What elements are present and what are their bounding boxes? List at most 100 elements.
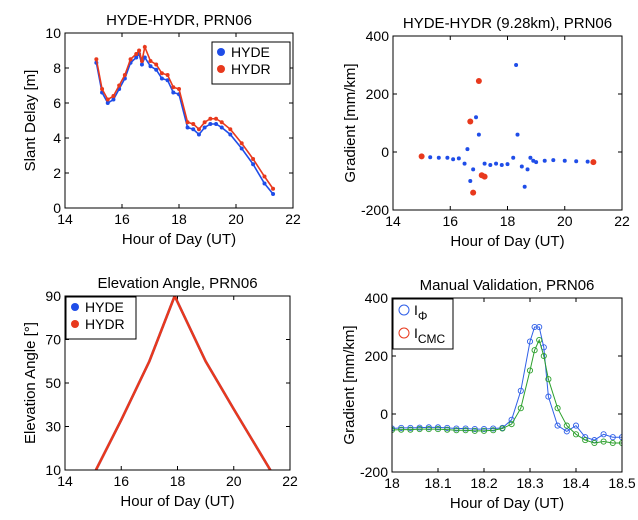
data-point (456, 156, 461, 161)
x-tick-label: 18 (500, 213, 516, 229)
legend-box (392, 298, 454, 350)
data-marker (407, 426, 414, 433)
data-point (474, 115, 479, 120)
x-tick-label: 18 (171, 211, 187, 227)
axes-frame (64, 295, 291, 471)
legend-label: HYDE (231, 44, 270, 60)
data-point (534, 160, 539, 165)
plot-area (418, 63, 597, 196)
data-marker (582, 437, 589, 444)
x-axis-label: Hour of Day (UT) (450, 495, 564, 512)
x-tick-label: 18.4 (562, 475, 589, 491)
x-tick-label: 14 (57, 473, 73, 489)
data-marker (591, 439, 598, 447)
data-marker (545, 393, 552, 400)
data-point (482, 161, 487, 166)
data-marker (392, 426, 396, 433)
x-tick-label: 22 (285, 211, 301, 227)
data-point (445, 155, 450, 160)
x-tick-label: 20 (228, 211, 244, 227)
y-axis-label: Elevation Angle [°] (22, 322, 39, 444)
data-point (528, 155, 533, 160)
data-marker (480, 426, 488, 433)
y-tick-label: 10 (45, 462, 61, 478)
data-point (488, 163, 493, 168)
data-marker (453, 427, 460, 434)
data-marker (609, 439, 616, 447)
legend-box (211, 41, 291, 85)
y-tick-label: 50 (45, 375, 61, 391)
x-tick-label: 14 (57, 211, 73, 227)
legend-label: HYDE (85, 299, 124, 315)
y-tick-label: 400 (365, 290, 389, 306)
data-marker (398, 426, 405, 433)
data-marker (453, 425, 460, 432)
chart-title: HYDE-HYDR, PRN06 (106, 12, 252, 29)
series-trace (95, 52, 274, 195)
data-marker (600, 431, 607, 438)
y-axis-label: Gradient [mm/km] (341, 325, 358, 444)
legend-label-base: I (414, 325, 418, 341)
data-marker (517, 387, 524, 394)
data-point (590, 159, 597, 166)
data-marker (471, 427, 478, 434)
y-tick-label: 4 (53, 130, 61, 146)
legend: IΦ ICMC (392, 298, 454, 350)
data-marker (531, 323, 538, 331)
data-point (428, 155, 433, 160)
y-tick-label: 400 (366, 28, 390, 44)
series-line (392, 338, 622, 444)
x-tick-label: 20 (226, 473, 242, 489)
data-marker (407, 424, 414, 431)
data-marker (471, 426, 478, 433)
data-marker (434, 426, 442, 433)
data-point (465, 147, 470, 152)
data-marker (609, 434, 616, 441)
legend-marker (217, 65, 225, 73)
data-point (574, 159, 579, 164)
data-point (462, 161, 467, 166)
y-tick-label: -200 (360, 464, 388, 480)
legend-label-subscript: Φ (418, 309, 428, 323)
legend-label: ICMC (414, 325, 446, 346)
data-marker (462, 427, 469, 434)
y-tick-label: 70 (45, 332, 61, 348)
data-marker (526, 338, 534, 345)
legend-marker (398, 304, 410, 316)
data-point (418, 153, 425, 160)
data-marker (563, 428, 570, 435)
series-line (94, 296, 272, 470)
y-tick-label: 0 (380, 406, 388, 422)
data-point (542, 158, 547, 163)
data-marker (480, 427, 488, 434)
y-tick-label: 8 (53, 60, 61, 76)
data-marker (444, 424, 451, 431)
data-point (470, 189, 477, 196)
data-point (451, 157, 456, 162)
y-tick-label: 0 (381, 144, 389, 160)
legend-box (65, 296, 137, 340)
x-tick-label: 22 (614, 213, 630, 229)
data-marker (416, 426, 423, 433)
panel-4: Manual Validation, PRN06 18 18.1 18.2 18.3 18… (341, 277, 636, 512)
data-marker (618, 434, 622, 441)
data-marker (554, 422, 561, 429)
y-tick-label: 200 (366, 86, 390, 102)
legend-label-base: I (414, 302, 418, 318)
panel-3: Elevation Angle, PRN06 14 16 18 20 22 10 30 50 70… (22, 275, 298, 510)
data-point (481, 173, 488, 180)
data-point (475, 77, 482, 84)
data-marker (517, 405, 524, 412)
data-marker (572, 422, 580, 429)
y-tick-label: 6 (53, 95, 61, 111)
axes-frame (392, 35, 623, 211)
data-point (468, 179, 473, 183)
y-tick-label: 0 (53, 200, 61, 216)
data-point (515, 132, 520, 137)
x-axis-label: Hour of Day (UT) (122, 231, 236, 248)
data-marker (425, 424, 432, 431)
data-marker (540, 352, 547, 360)
data-point (519, 164, 524, 169)
